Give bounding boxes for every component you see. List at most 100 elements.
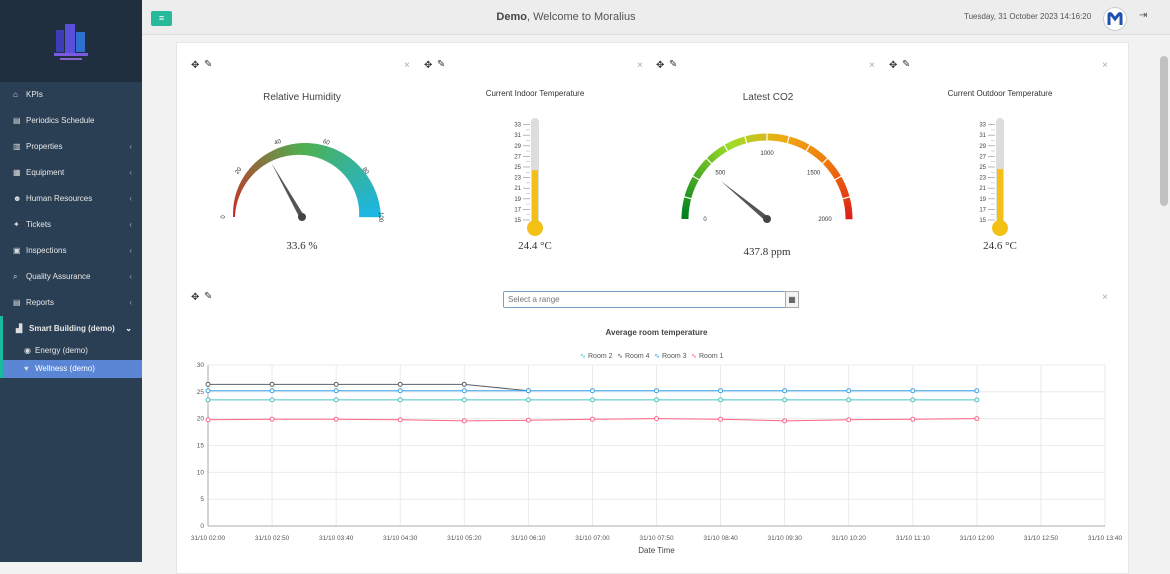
sidebar-item-kpis[interactable]: ⌂KPIs: [0, 82, 142, 108]
data-point[interactable]: [334, 382, 338, 386]
data-point[interactable]: [975, 389, 979, 393]
sidebar-item-quality-assurance[interactable]: ⌕Quality Assurance‹: [0, 264, 142, 290]
data-point[interactable]: [719, 389, 723, 393]
data-point[interactable]: [526, 398, 530, 402]
chevron-left-icon: ‹: [129, 160, 132, 186]
gauge-band: [776, 137, 780, 138]
data-point[interactable]: [783, 419, 787, 423]
legend-swatch[interactable]: ∿: [617, 353, 623, 360]
sidebar-item-equipment[interactable]: ▦Equipment‹: [0, 160, 142, 186]
sidebar-item-human-resources[interactable]: ☻Human Resources‹: [0, 186, 142, 212]
avatar[interactable]: [1103, 7, 1127, 31]
thermometer-tick-label: 17: [514, 207, 521, 213]
close-icon[interactable]: ×: [1102, 292, 1108, 303]
data-point[interactable]: [783, 398, 787, 402]
data-point[interactable]: [975, 398, 979, 402]
data-point[interactable]: [270, 398, 274, 402]
legend-swatch[interactable]: ∿: [691, 353, 697, 360]
scrollbar[interactable]: [1158, 42, 1170, 562]
gauge-band: [357, 177, 359, 180]
gauge-band: [696, 174, 698, 178]
data-point[interactable]: [206, 389, 210, 393]
data-point[interactable]: [526, 389, 530, 393]
data-point[interactable]: [847, 418, 851, 422]
gauge-band: [831, 167, 834, 171]
data-point[interactable]: [975, 417, 979, 421]
edit-icon[interactable]: ✎: [669, 59, 677, 70]
data-point[interactable]: [270, 382, 274, 386]
legend-swatch[interactable]: ∿: [580, 353, 586, 360]
data-point[interactable]: [334, 417, 338, 421]
data-point[interactable]: [719, 398, 723, 402]
data-point[interactable]: [334, 389, 338, 393]
move-icon[interactable]: ✥: [889, 60, 897, 71]
data-point[interactable]: [655, 417, 659, 421]
close-icon[interactable]: ×: [1102, 60, 1108, 71]
data-point[interactable]: [398, 389, 402, 393]
legend-label[interactable]: Room 1: [699, 353, 724, 360]
logout-icon[interactable]: ⇥: [1139, 10, 1147, 21]
move-icon[interactable]: ✥: [191, 292, 199, 303]
data-point[interactable]: [206, 398, 210, 402]
data-point[interactable]: [847, 398, 851, 402]
close-icon[interactable]: ×: [404, 60, 410, 71]
data-point[interactable]: [206, 382, 210, 386]
legend-swatch[interactable]: ∿: [654, 353, 660, 360]
data-point[interactable]: [398, 418, 402, 422]
data-point[interactable]: [590, 389, 594, 393]
data-point[interactable]: [590, 417, 594, 421]
edit-icon[interactable]: ✎: [204, 291, 212, 302]
sidebar-item-label: Wellness (demo): [35, 360, 95, 378]
data-point[interactable]: [847, 389, 851, 393]
sidebar-item-properties[interactable]: ▥Properties‹: [0, 134, 142, 160]
data-point[interactable]: [462, 398, 466, 402]
data-point[interactable]: [911, 389, 915, 393]
legend-label[interactable]: Room 2: [588, 353, 613, 360]
data-point[interactable]: [462, 389, 466, 393]
data-point[interactable]: [398, 398, 402, 402]
data-point[interactable]: [526, 418, 530, 422]
data-point[interactable]: [911, 417, 915, 421]
data-point[interactable]: [590, 398, 594, 402]
legend-label[interactable]: Room 3: [662, 353, 687, 360]
gauge-band: [237, 192, 238, 196]
close-icon[interactable]: ×: [869, 60, 875, 71]
data-point[interactable]: [911, 398, 915, 402]
gauge-band: [265, 158, 268, 160]
close-icon[interactable]: ×: [637, 60, 643, 71]
data-point[interactable]: [655, 389, 659, 393]
legend-label[interactable]: Room 4: [625, 353, 650, 360]
sidebar-item-periodics-schedule[interactable]: ▤Periodics Schedule: [0, 108, 142, 134]
sidebar-item-label: Human Resources: [26, 186, 92, 212]
sidebar-item-smart-building-demo[interactable]: ▟Smart Building (demo)⌄: [0, 316, 142, 342]
edit-icon[interactable]: ✎: [437, 59, 445, 70]
scrollbar-thumb[interactable]: [1160, 56, 1168, 206]
data-point[interactable]: [334, 398, 338, 402]
equipment-icon: ▦: [13, 160, 21, 186]
data-point[interactable]: [398, 382, 402, 386]
data-point[interactable]: [462, 419, 466, 423]
data-point[interactable]: [270, 389, 274, 393]
data-point[interactable]: [719, 417, 723, 421]
edit-icon[interactable]: ✎: [902, 59, 910, 70]
data-point[interactable]: [462, 382, 466, 386]
move-icon[interactable]: ✥: [424, 60, 432, 71]
edit-icon[interactable]: ✎: [204, 59, 212, 70]
move-icon[interactable]: ✥: [191, 60, 199, 71]
move-icon[interactable]: ✥: [656, 60, 664, 71]
x-tick-label: 31/10 02:50: [255, 535, 290, 542]
data-point[interactable]: [655, 398, 659, 402]
gauge-band: [746, 139, 750, 140]
data-point[interactable]: [783, 389, 787, 393]
sidebar-item-energy-demo[interactable]: ◉Energy (demo): [0, 342, 142, 360]
sidebar-item-inspections[interactable]: ▣Inspections‹: [0, 238, 142, 264]
logo[interactable]: [0, 0, 142, 82]
sidebar-item-reports[interactable]: ▤Reports‹: [0, 290, 142, 316]
calendar-icon[interactable]: ▦: [785, 291, 799, 308]
data-point[interactable]: [270, 417, 274, 421]
date-range-input[interactable]: [503, 291, 795, 308]
sidebar: ⌂KPIs▤Periodics Schedule▥Properties‹▦Equ…: [0, 0, 142, 562]
sidebar-item-wellness-demo[interactable]: ♥Wellness (demo): [0, 360, 142, 378]
data-point[interactable]: [206, 418, 210, 422]
sidebar-item-tickets[interactable]: ✦Tickets‹: [0, 212, 142, 238]
